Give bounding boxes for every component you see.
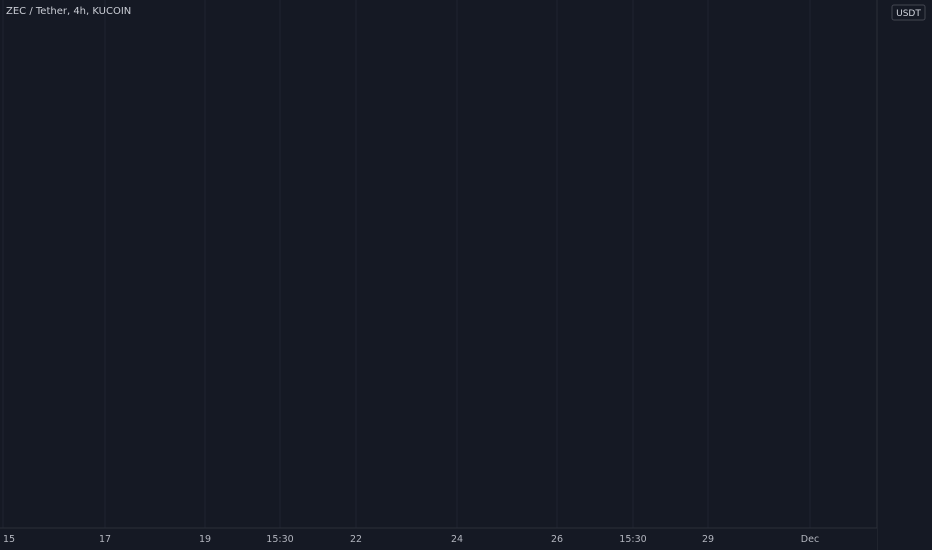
time-tick-label: 22 bbox=[350, 534, 362, 545]
price-axis[interactable]: USDT372.079343.805305.521299.000251.2842… bbox=[876, 0, 932, 550]
time-tick-label: 29 bbox=[702, 534, 714, 545]
time-axis-bg bbox=[0, 528, 877, 550]
time-tick-label: 15 bbox=[3, 534, 15, 545]
chart-title: ZEC / Tether, 4h, KUCOIN bbox=[6, 6, 132, 17]
time-tick-label: 15:30 bbox=[266, 534, 293, 545]
time-tick-label: 17 bbox=[99, 534, 111, 545]
time-tick-label: 15:30 bbox=[619, 534, 646, 545]
grid bbox=[2, 0, 811, 528]
time-tick-label: 19 bbox=[199, 534, 211, 545]
time-tick-label: Dec bbox=[801, 534, 819, 545]
time-tick-label: 26 bbox=[551, 534, 563, 545]
currency-badge-label: USDT bbox=[896, 9, 921, 19]
time-axis[interactable]: 15 17 19 15:30 22 24 26 15:30 29 Dec bbox=[0, 527, 877, 550]
currency-badge[interactable] bbox=[891, 4, 926, 21]
time-tick-label: 24 bbox=[451, 534, 463, 545]
price-axis-bg bbox=[877, 0, 932, 550]
